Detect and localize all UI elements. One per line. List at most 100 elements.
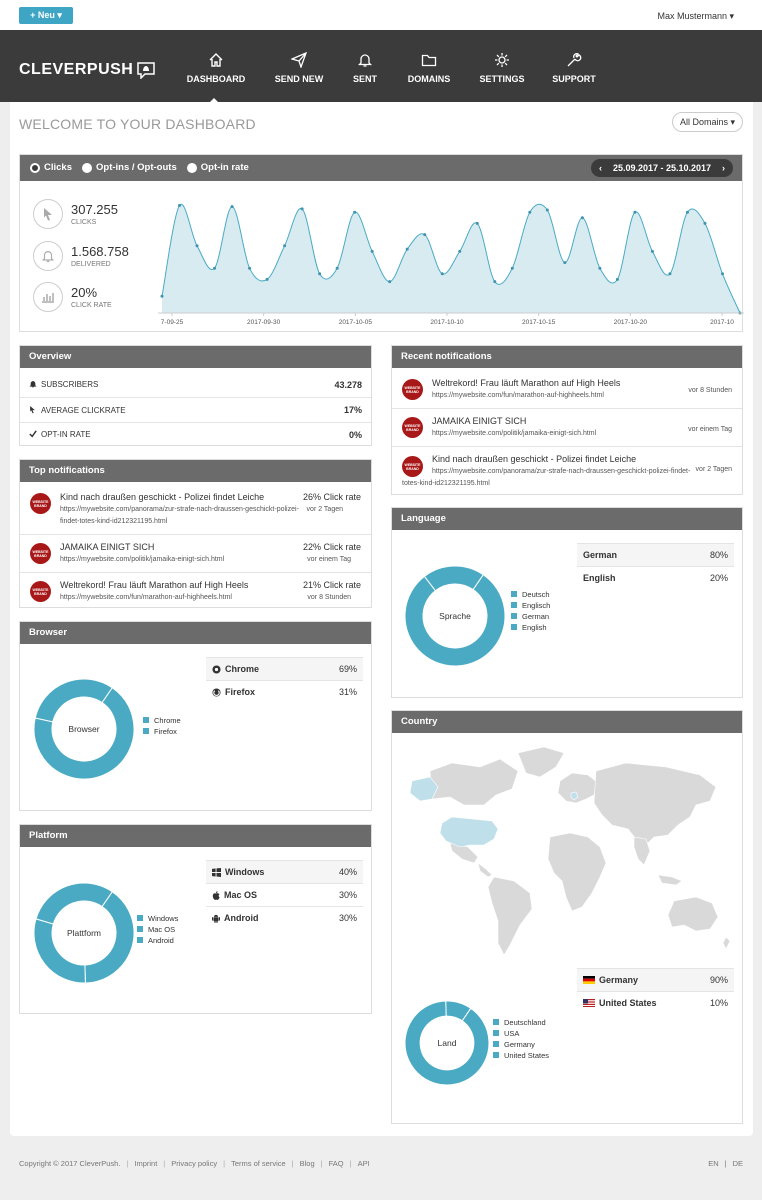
nav-settings[interactable]: SETTINGS xyxy=(462,52,542,84)
legend-item: German xyxy=(511,612,550,621)
legend-item: Windows xyxy=(137,914,178,923)
legend-item: Germany xyxy=(493,1040,549,1049)
radio-icon xyxy=(30,163,40,173)
chart-point xyxy=(580,216,584,220)
notification-item[interactable]: WEBSITE BRAND Weltrekord! Frau läuft Mar… xyxy=(20,572,371,609)
x-tick-label: 2017-10-05 xyxy=(339,319,373,326)
domain-select[interactable]: All Domains ▾ xyxy=(672,112,743,132)
footer-link-privacy[interactable]: Privacy policy xyxy=(171,1159,218,1168)
radio-icon xyxy=(186,163,197,173)
wrench-icon xyxy=(567,53,582,67)
tab-label: Opt-ins / Opt-outs xyxy=(96,162,177,173)
chart-point xyxy=(178,203,182,207)
notification-item[interactable]: WEBSITE BRAND JAMAIKA EINIGT SICH https:… xyxy=(392,408,742,446)
language-card: Language Sprache Deutsch Englisch German… xyxy=(391,507,743,698)
donut-slice xyxy=(404,574,506,667)
country-title: Country xyxy=(392,711,742,733)
tab-clicks[interactable]: Clicks xyxy=(30,157,72,179)
chart-point xyxy=(195,244,199,248)
stat-label: DELIVERED xyxy=(71,261,111,268)
brand-logo: WEBSITE BRAND xyxy=(402,417,423,438)
tab-optins[interactable]: Opt-ins / Opt-outs xyxy=(82,157,177,179)
nav-sent[interactable]: SENT xyxy=(325,52,405,84)
legend-swatch xyxy=(143,717,149,723)
nav-dashboard[interactable]: DASHBOARD xyxy=(176,52,256,106)
lang-de[interactable]: DE xyxy=(732,1159,743,1168)
footer-link-faq[interactable]: FAQ xyxy=(328,1159,344,1168)
logo[interactable]: CLEVERPUSH xyxy=(19,61,156,79)
table-row: United States 10% xyxy=(577,991,734,1014)
stat-clicks: 307.255 CLICKS xyxy=(33,199,118,229)
legend-item: Android xyxy=(137,936,178,945)
browser-table: Chrome 69% Firefox 31% xyxy=(206,657,363,703)
legend-swatch xyxy=(493,1019,499,1025)
stat-click-rate: 20% CLICK RATE xyxy=(33,282,112,312)
table-row: Firefox 31% xyxy=(206,680,363,703)
notification-title: JAMAIKA EINIGT SICH xyxy=(432,416,527,426)
radio-icon xyxy=(82,163,92,173)
legend-item: Englisch xyxy=(511,601,550,610)
page-title: WELCOME TO YOUR DASHBOARD xyxy=(19,116,256,132)
chart-point xyxy=(510,266,514,270)
footer-link-imprint[interactable]: Imprint xyxy=(134,1159,158,1168)
folder-icon xyxy=(421,54,437,67)
chevron-right-icon[interactable]: › xyxy=(722,163,725,173)
map-central-america xyxy=(477,862,493,878)
new-button[interactable]: + Neu ▾ xyxy=(19,7,73,24)
chart-point xyxy=(545,208,549,212)
brand-logo: WEBSITE BRAND xyxy=(30,581,51,602)
nav-support[interactable]: SUPPORT xyxy=(534,52,614,84)
donut-slice xyxy=(34,678,113,723)
recent-notifications-card: Recent notifications WEBSITE BRAND Weltr… xyxy=(391,345,743,495)
notification-item[interactable]: WEBSITE BRAND Kind nach draußen geschick… xyxy=(20,484,371,534)
notification-item[interactable]: WEBSITE BRAND Weltrekord! Frau läuft Mar… xyxy=(392,370,742,408)
gear-icon xyxy=(495,53,509,67)
browser-legend: Chrome Firefox xyxy=(143,716,181,738)
cursor-icon xyxy=(30,405,35,413)
notification-url: https://mywebsite.com/fun/marathon-auf-h… xyxy=(432,392,604,399)
nav-label: SENT xyxy=(352,74,377,84)
notification-time: vor einem Tag xyxy=(688,426,732,433)
bar-chart-icon xyxy=(42,293,54,303)
chart-line xyxy=(161,203,741,314)
notification-url: https://mywebsite.com/politik/jamaika-ei… xyxy=(60,556,225,563)
legend-item: English xyxy=(511,623,550,632)
map-alaska xyxy=(409,776,439,802)
donut-slice xyxy=(423,565,484,592)
nav-domains[interactable]: DOMAINS xyxy=(389,52,469,84)
android-icon xyxy=(212,914,220,923)
date-range-picker[interactable]: ‹ 25.09.2017 - 25.10.2017 › xyxy=(591,159,733,177)
nav-label: SEND NEW xyxy=(274,74,324,84)
x-tick-label: 2017-09-30 xyxy=(247,319,281,326)
chart-point xyxy=(160,294,164,298)
tab-optin-rate[interactable]: Opt-in rate xyxy=(186,157,249,179)
chart-point xyxy=(213,266,217,270)
chart-point xyxy=(528,210,532,214)
notification-item[interactable]: WEBSITE BRAND Kind nach draußen geschick… xyxy=(392,446,742,496)
legend-item: Mac OS xyxy=(137,925,178,934)
chart-point xyxy=(615,277,619,281)
nav-send-new[interactable]: SEND NEW xyxy=(259,52,339,84)
chart-area xyxy=(162,204,740,313)
footer-link-api[interactable]: API xyxy=(357,1159,370,1168)
logo-text: CLEVERPUSH xyxy=(19,61,134,78)
legend-swatch xyxy=(493,1041,499,1047)
firefox-icon xyxy=(212,687,221,697)
chart-point xyxy=(318,272,322,276)
map-new-zealand xyxy=(722,936,731,950)
chart-point xyxy=(370,249,374,253)
footer-link-terms[interactable]: Terms of service xyxy=(231,1159,286,1168)
notification-item[interactable]: WEBSITE BRAND JAMAIKA EINIGT SICH https:… xyxy=(20,534,371,572)
chevron-left-icon[interactable]: ‹ xyxy=(599,163,602,173)
footer-link-blog[interactable]: Blog xyxy=(299,1159,315,1168)
bell-icon xyxy=(357,54,373,67)
user-menu[interactable]: Max Mustermann ▾ xyxy=(657,11,734,21)
language-legend: Deutsch Englisch German English xyxy=(511,590,550,634)
world-map xyxy=(409,746,731,956)
notification-time: vor 2 Tagen xyxy=(306,506,343,513)
brand-logo: WEBSITE BRAND xyxy=(30,493,51,514)
legend-swatch xyxy=(511,613,517,619)
chrome-icon xyxy=(212,664,221,674)
map-germany xyxy=(570,791,579,801)
lang-en[interactable]: EN xyxy=(708,1159,719,1168)
